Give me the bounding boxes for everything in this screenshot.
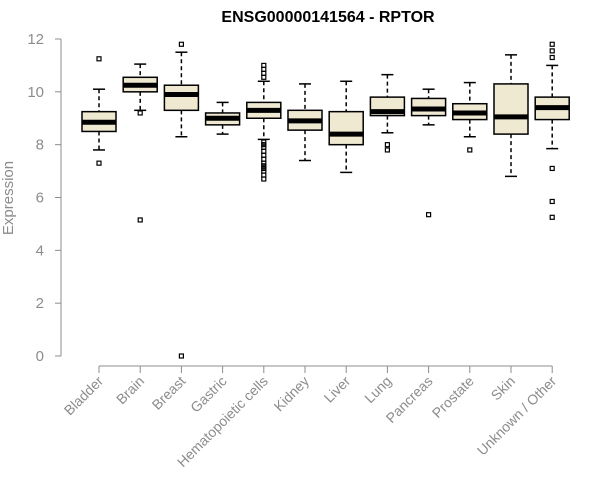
outlier-point bbox=[137, 217, 143, 223]
outlier-point bbox=[467, 147, 473, 153]
outlier-point bbox=[426, 212, 432, 218]
outlier-point bbox=[261, 144, 267, 150]
outlier-point bbox=[137, 110, 143, 116]
outlier-point bbox=[261, 163, 267, 169]
y-tick-label: 2 bbox=[36, 295, 44, 312]
x-tick-label: Kidney bbox=[271, 373, 313, 415]
chart-title: ENSG00000141564 - RPTOR bbox=[221, 9, 435, 26]
x-tick-label: Lung bbox=[361, 373, 394, 406]
outlier-point bbox=[261, 139, 267, 145]
iqr-box bbox=[493, 83, 529, 135]
y-tick-label: 6 bbox=[36, 190, 44, 207]
outlier-point bbox=[178, 41, 184, 47]
box-group bbox=[328, 80, 364, 174]
outlier-point bbox=[261, 165, 267, 172]
y-tick-label: 10 bbox=[27, 84, 44, 101]
box-series bbox=[81, 41, 570, 359]
outlier-point bbox=[549, 214, 555, 220]
box-group bbox=[163, 41, 200, 359]
y-axis: 0 2 4 6 8 10 12 bbox=[27, 31, 62, 365]
x-tick-label: Liver bbox=[321, 373, 354, 406]
box-group bbox=[246, 62, 282, 182]
y-tick-label: 12 bbox=[27, 31, 44, 48]
outlier-point bbox=[549, 41, 555, 47]
box-group bbox=[410, 88, 447, 218]
box-group bbox=[534, 41, 570, 220]
outlier-point bbox=[96, 160, 102, 166]
outlier-point bbox=[384, 142, 390, 148]
outlier-point bbox=[261, 142, 267, 148]
box-group bbox=[122, 63, 158, 223]
y-tick-label: 0 bbox=[36, 348, 44, 365]
outlier-point bbox=[549, 48, 555, 54]
x-tick-label: Bladder bbox=[61, 373, 107, 419]
x-tick-label: Prostate bbox=[429, 373, 477, 421]
y-axis-label: Expression bbox=[0, 161, 17, 235]
x-tick-label: Brain bbox=[113, 373, 147, 407]
outlier-point bbox=[261, 62, 267, 69]
iqr-box bbox=[163, 84, 200, 112]
box-group bbox=[369, 73, 406, 153]
box-group bbox=[81, 56, 117, 166]
iqr-box bbox=[328, 110, 364, 146]
y-tick-label: 4 bbox=[36, 242, 44, 259]
outlier-point bbox=[261, 168, 267, 174]
x-tick-label: Skin bbox=[488, 373, 519, 404]
box-group bbox=[204, 101, 241, 135]
box-group bbox=[287, 83, 323, 162]
box-group bbox=[493, 54, 529, 178]
x-tick-label: Breast bbox=[149, 373, 189, 413]
y-tick-label: 8 bbox=[36, 137, 44, 154]
outlier-point bbox=[549, 54, 555, 61]
outlier-point bbox=[549, 165, 555, 172]
box-group bbox=[452, 81, 488, 153]
outlier-point bbox=[384, 147, 390, 153]
outlier-point bbox=[178, 353, 184, 359]
outlier-point bbox=[96, 56, 102, 62]
outlier-point bbox=[549, 198, 555, 205]
